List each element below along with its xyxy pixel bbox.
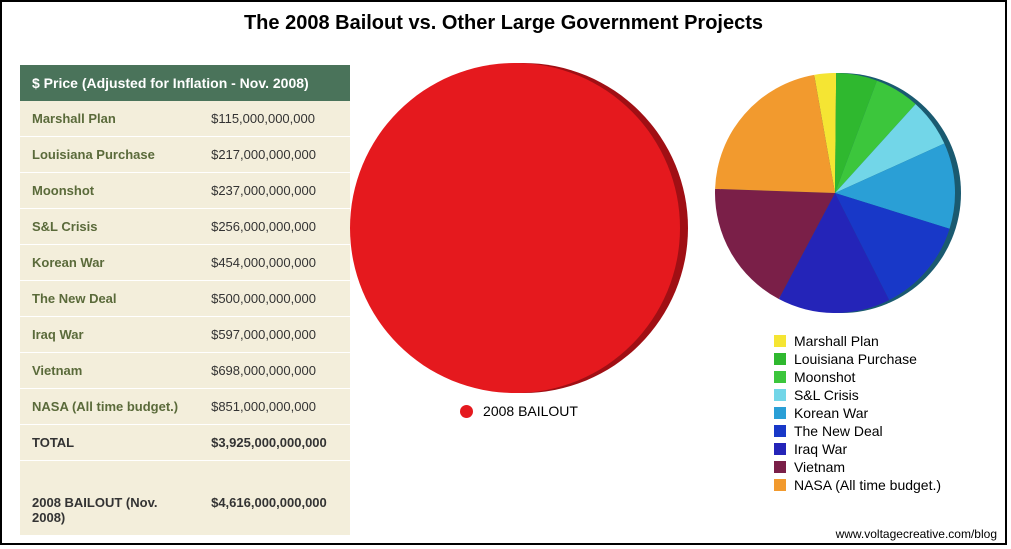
legend-label: Iraq War	[794, 441, 847, 457]
row-value: $4,616,000,000,000	[199, 485, 350, 535]
table-row: Louisiana Purchase$217,000,000,000	[20, 137, 350, 173]
table-row: S&L Crisis$256,000,000,000	[20, 209, 350, 245]
spacer-row	[20, 461, 350, 485]
legend-item: Moonshot	[774, 369, 941, 385]
row-value: $217,000,000,000	[199, 137, 350, 172]
row-label: TOTAL	[20, 425, 199, 460]
legend-label: Korean War	[794, 405, 868, 421]
row-label: Iraq War	[20, 317, 199, 352]
row-value: $256,000,000,000	[199, 209, 350, 244]
table-row: Marshall Plan$115,000,000,000	[20, 101, 350, 137]
row-value: $115,000,000,000	[199, 101, 350, 136]
table-row: Korean War$454,000,000,000	[20, 245, 350, 281]
legend-swatch	[774, 353, 786, 365]
row-label: S&L Crisis	[20, 209, 199, 244]
big-pie-chart	[350, 61, 688, 395]
row-value: $851,000,000,000	[199, 389, 350, 424]
legend-item: Vietnam	[774, 459, 941, 475]
legend-swatch	[774, 461, 786, 473]
legend-label: Louisiana Purchase	[794, 351, 917, 367]
table-row: TOTAL$3,925,000,000,000	[20, 425, 350, 461]
row-value: $454,000,000,000	[199, 245, 350, 280]
legend-swatch	[774, 443, 786, 455]
legend-label: Marshall Plan	[794, 333, 879, 349]
legend-item: Marshall Plan	[774, 333, 941, 349]
small-pie-section: Marshall Plan Louisiana Purchase Moonshot S…	[688, 41, 987, 536]
row-label: NASA (All time budget.)	[20, 389, 199, 424]
row-value: $698,000,000,000	[199, 353, 350, 388]
content-row: $ Price (Adjusted for Inflation - Nov. 2…	[2, 41, 1005, 536]
legend-swatch	[774, 425, 786, 437]
table-row: NASA (All time budget.)$851,000,000,000	[20, 389, 350, 425]
legend-label: The New Deal	[794, 423, 883, 439]
row-label: The New Deal	[20, 281, 199, 316]
table-row: Vietnam$698,000,000,000	[20, 353, 350, 389]
row-label: Moonshot	[20, 173, 199, 208]
legend-swatch	[774, 335, 786, 347]
legend-label: Vietnam	[794, 459, 845, 475]
legend-swatch	[774, 479, 786, 491]
legend-item: The New Deal	[774, 423, 941, 439]
legend-swatch	[774, 407, 786, 419]
row-label: Marshall Plan	[20, 101, 199, 136]
row-label: Louisiana Purchase	[20, 137, 199, 172]
big-pie-legend-dot	[460, 405, 473, 418]
table-row: The New Deal$500,000,000,000	[20, 281, 350, 317]
small-pie-chart	[715, 71, 961, 315]
chart-title: The 2008 Bailout vs. Other Large Governm…	[2, 2, 1005, 41]
legend-label: S&L Crisis	[794, 387, 859, 403]
row-value: $500,000,000,000	[199, 281, 350, 316]
small-pie-legend: Marshall Plan Louisiana Purchase Moonshot S…	[734, 333, 941, 495]
row-label: 2008 BAILOUT (Nov. 2008)	[20, 485, 199, 535]
row-label: Korean War	[20, 245, 199, 280]
table-row: Moonshot$237,000,000,000	[20, 173, 350, 209]
row-value: $597,000,000,000	[199, 317, 350, 352]
table-body: Marshall Plan$115,000,000,000Louisiana P…	[20, 101, 350, 536]
big-pie-legend-label: 2008 BAILOUT	[483, 403, 578, 419]
legend-swatch	[774, 371, 786, 383]
price-table: $ Price (Adjusted for Inflation - Nov. 2…	[20, 65, 350, 536]
row-value: $3,925,000,000,000	[199, 425, 350, 460]
legend-item: S&L Crisis	[774, 387, 941, 403]
big-pie-section: 2008 BAILOUT	[350, 41, 688, 536]
legend-label: NASA (All time budget.)	[794, 477, 941, 493]
row-value: $237,000,000,000	[199, 173, 350, 208]
legend-label: Moonshot	[794, 369, 855, 385]
pie-slice	[715, 75, 835, 193]
table-header: $ Price (Adjusted for Inflation - Nov. 2…	[20, 65, 350, 101]
legend-item: Louisiana Purchase	[774, 351, 941, 367]
table-row: 2008 BAILOUT (Nov. 2008)$4,616,000,000,0…	[20, 485, 350, 536]
legend-swatch	[774, 389, 786, 401]
row-label: Vietnam	[20, 353, 199, 388]
footer-link: www.voltagecreative.com/blog	[836, 527, 997, 541]
legend-item: NASA (All time budget.)	[774, 477, 941, 493]
chart-frame: The 2008 Bailout vs. Other Large Governm…	[0, 0, 1007, 545]
big-pie-legend: 2008 BAILOUT	[460, 403, 578, 419]
legend-item: Iraq War	[774, 441, 941, 457]
legend-item: Korean War	[774, 405, 941, 421]
table-row: Iraq War$597,000,000,000	[20, 317, 350, 353]
